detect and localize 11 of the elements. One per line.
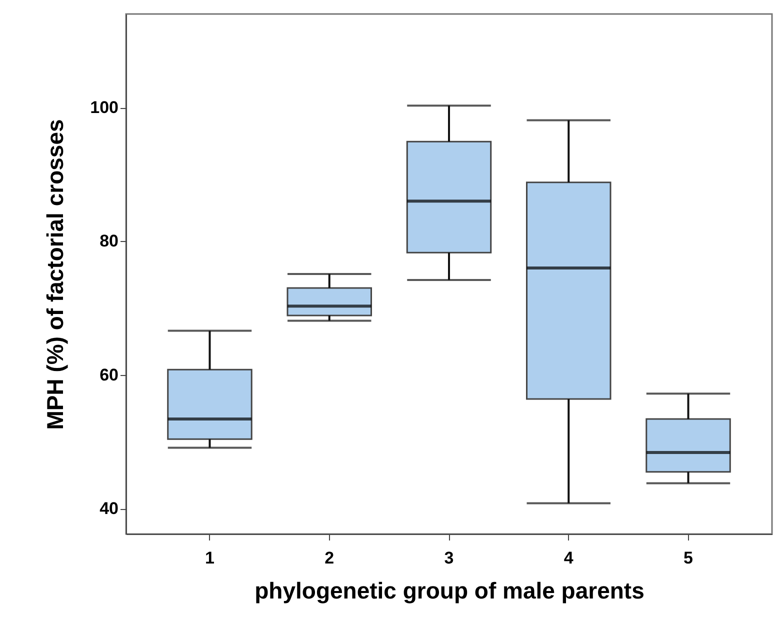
x-tick-label: 4 (564, 548, 574, 568)
x-tick-label: 3 (444, 548, 454, 568)
y-tick-label: 80 (100, 232, 118, 251)
y-axis-title: MPH (%) of factorial crosses (42, 119, 68, 430)
y-tick-label: 60 (100, 365, 118, 384)
x-tick-label: 2 (324, 548, 334, 568)
y-tick-label: 100 (90, 98, 118, 118)
x-tick-label: 1 (205, 548, 214, 568)
y-tick-label: 40 (100, 499, 118, 518)
x-axis-title: phylogenetic group of male parents (254, 578, 644, 604)
x-tick-label: 5 (684, 548, 693, 568)
